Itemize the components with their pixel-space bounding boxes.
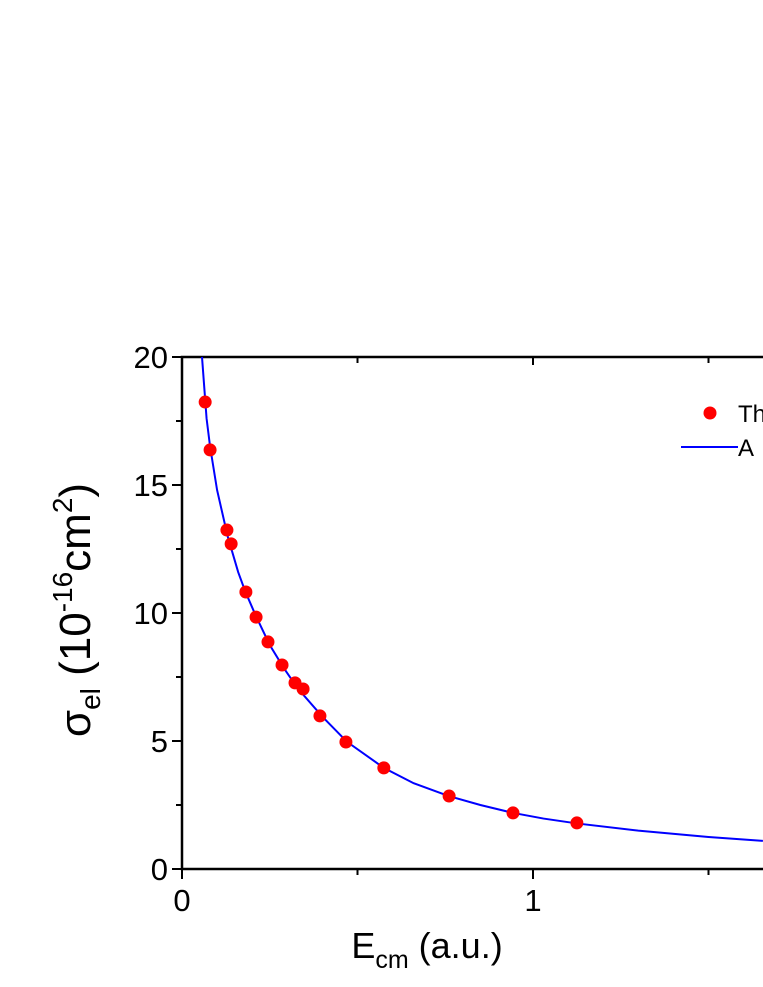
y-tick-label: 20 bbox=[134, 340, 168, 375]
legend: Th A bbox=[681, 401, 763, 462]
y-tick-label: 5 bbox=[151, 724, 168, 759]
data-point bbox=[313, 709, 327, 723]
data-point bbox=[203, 443, 217, 457]
data-point bbox=[220, 523, 234, 537]
y-axis-label: σel (10-16cm2) bbox=[47, 483, 106, 737]
data-point bbox=[339, 735, 353, 749]
plot-frame bbox=[180, 355, 763, 871]
data-point bbox=[506, 806, 520, 820]
data-point bbox=[570, 816, 584, 830]
data-point bbox=[261, 635, 275, 649]
data-point bbox=[198, 395, 212, 409]
plot-area-border bbox=[180, 355, 763, 871]
data-point bbox=[442, 789, 456, 803]
y-tick-label: 15 bbox=[134, 468, 168, 503]
data-point bbox=[275, 658, 289, 672]
legend-label: Th bbox=[738, 401, 763, 428]
axis-ticks: 0 5 10 15 20 0 1 bbox=[134, 340, 710, 918]
data-point bbox=[296, 682, 310, 696]
data-point bbox=[239, 585, 253, 599]
series-line-A bbox=[201, 356, 763, 842]
x-tick-label: 0 bbox=[173, 883, 190, 918]
legend-label: A bbox=[738, 435, 754, 462]
data-point bbox=[377, 761, 391, 775]
chart-marks bbox=[198, 356, 763, 842]
y-tick-label: 0 bbox=[151, 852, 168, 887]
data-point bbox=[224, 537, 238, 551]
data-point bbox=[249, 610, 263, 624]
x-axis-label: Ecm (a.u.) bbox=[351, 925, 502, 974]
y-tick-label: 10 bbox=[134, 596, 168, 631]
legend-marker bbox=[703, 406, 717, 420]
x-tick-label: 1 bbox=[524, 883, 541, 918]
